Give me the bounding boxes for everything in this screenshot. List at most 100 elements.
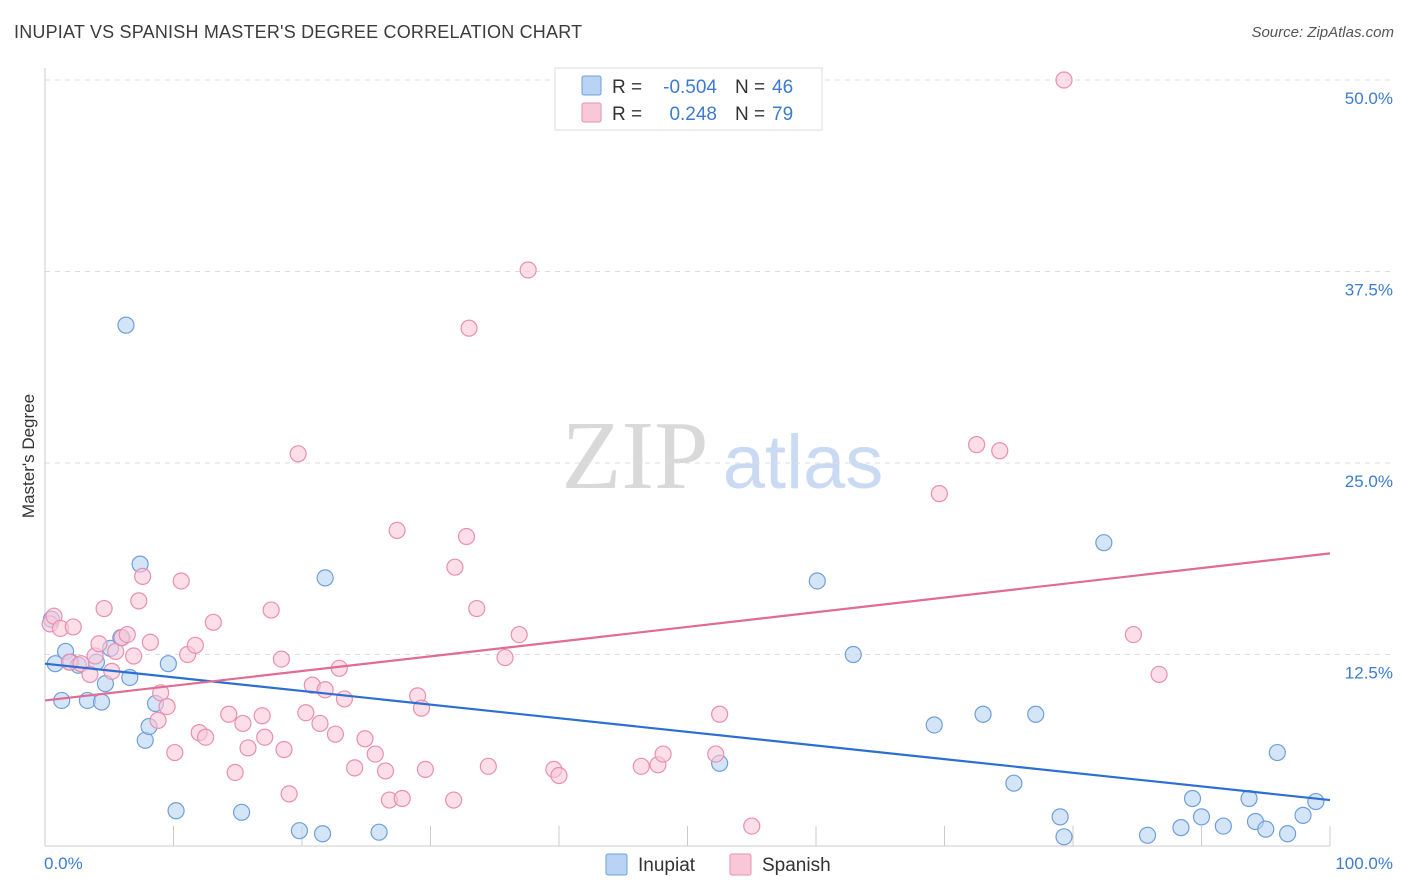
spanish-point-29 [226,763,244,782]
bottom-legend-spanish: Spanish [762,855,831,876]
spanish-point-60 [468,599,486,618]
inupiat-point-22 [313,825,332,843]
inupiat-point-12 [117,316,135,334]
inupiat-point-34 [1095,534,1113,552]
legend-n-label-spanish: N = [735,104,765,125]
legend-swatch-inupiat [581,75,602,96]
inupiat-point-24 [370,823,388,841]
inupiat-point-31 [1005,774,1023,792]
y-tick-label-1: 25.0% [1345,472,1393,491]
source-label: Source: ZipAtlas.com [1251,24,1394,41]
inupiat-point-37 [1183,789,1202,808]
inupiat-point-2 [53,691,71,710]
spanish-point-49 [376,762,395,780]
spanish-point-75 [991,442,1009,460]
spanish-point-56 [445,791,463,809]
spanish-point-21 [166,743,184,762]
spanish-point-77 [1124,625,1142,644]
y-tick-labels: 12.5% 25.0% 37.5% 50.0% [1345,89,1393,683]
spanish-point-66 [550,766,568,785]
bottom-legend-swatch-inupiat [605,853,628,876]
spanish-point-33 [256,728,274,746]
spanish-point-73 [930,485,948,503]
watermark-zip: ZIP [562,402,709,510]
spanish-point-20 [158,697,176,716]
spanish-point-22 [172,572,190,590]
inupiat-point-32 [1051,808,1069,826]
spanish-point-78 [1150,665,1168,684]
spanish-point-13 [118,625,136,644]
inupiat-point-33 [1055,828,1073,846]
spanish-point-43 [326,725,345,743]
spanish-point-26 [197,728,215,746]
inupiat-point-19 [167,802,185,820]
spanish-point-9 [95,599,113,618]
y-tick-label-2: 37.5% [1345,281,1393,300]
legend-n-label-inupiat: N = [735,77,765,98]
inupiat-trend-line [44,662,1331,802]
spanish-point-69 [654,745,672,763]
inupiat-point-28 [925,716,943,734]
spanish-point-57 [446,558,464,576]
spanish-point-34 [262,601,280,619]
bottom-legend-inupiat: Inupiat [638,855,696,876]
spanish-point-16 [134,567,152,585]
inupiat-point-43 [1268,743,1286,762]
bottom-legend-swatch-spanish [729,853,752,876]
chart-title: INUPIAT VS SPANISH MASTER'S DEGREE CORRE… [14,22,583,42]
spanish-point-41 [311,714,329,733]
inupiat-point-35 [1138,826,1157,844]
spanish-point-27 [204,613,222,631]
spanish-point-6 [81,665,99,684]
spanish-point-8 [90,635,108,653]
spanish-point-72 [743,817,761,835]
spanish-point-35 [272,650,291,668]
spanish-point-45 [335,690,354,708]
watermark: ZIP atlas [562,402,884,510]
x-tick-label-0: 0.0% [44,854,83,873]
inupiat-point-8 [92,693,111,711]
inupiat-point-26 [808,572,826,590]
spanish-point-37 [280,785,298,803]
inupiat-point-46 [1307,792,1325,811]
spanish-point-61 [479,757,497,775]
spanish-point-62 [496,648,514,667]
x-tick-label-1: 100.0% [1335,854,1393,873]
inupiat-point-44 [1278,825,1297,843]
spanish-point-18 [149,711,167,729]
spanish-point-11 [107,642,125,661]
inupiat-point-45 [1294,806,1312,824]
legend-n-value-inupiat: 46 [772,77,793,98]
spanish-point-39 [297,704,315,722]
spanish-point-63 [510,625,528,644]
spanish-points [41,71,1168,835]
trend-lines [44,552,1331,802]
spanish-point-76 [1055,71,1073,89]
spanish-point-70 [707,745,725,763]
inupiat-point-18 [159,655,177,673]
inupiat-point-30 [1027,705,1045,723]
spanish-point-42 [316,681,334,699]
spanish-point-32 [253,707,271,725]
inupiat-point-20 [233,803,251,821]
bottom-legend: Inupiat Spanish [605,853,831,876]
spanish-point-4 [64,618,82,636]
inupiat-point-21 [290,822,309,840]
spanish-point-74 [968,436,986,454]
spanish-point-59 [460,319,478,337]
spanish-point-30 [234,714,252,733]
inupiat-point-39 [1214,817,1232,835]
spanish-point-36 [275,740,293,759]
spanish-point-58 [457,527,476,546]
spanish-point-52 [393,789,411,808]
spanish-point-19 [152,684,170,702]
x-tick-labels: 0.0% 100.0% [44,854,1393,873]
y-axis-title: Master's Degree [19,394,38,518]
spanish-point-46 [346,759,364,777]
inupiat-point-29 [974,705,992,723]
spanish-point-71 [711,705,729,723]
inupiat-point-27 [844,645,862,664]
spanish-point-55 [416,760,434,779]
spanish-point-15 [130,592,148,610]
